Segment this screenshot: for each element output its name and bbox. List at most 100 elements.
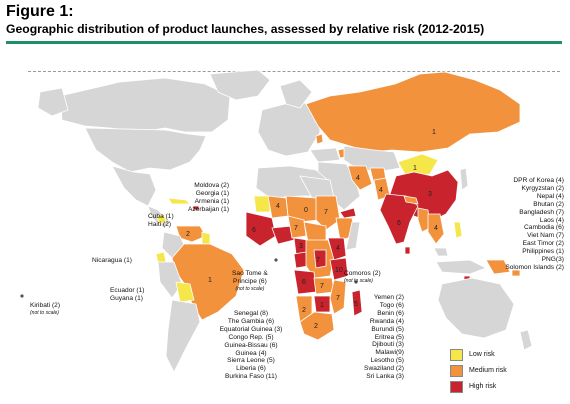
num-cameroon: 3	[299, 243, 303, 250]
label-asia: DPR of Korea (4) Kyrgyzstan (2) Nepal (4) …	[505, 177, 564, 271]
figure-title: Geographic distribution of product launc…	[6, 22, 485, 36]
region-west-africa	[245, 211, 277, 247]
region-sri-lanka	[404, 246, 411, 255]
region-alaska	[37, 87, 69, 117]
region-somalia	[345, 221, 361, 251]
region-southern-cone	[165, 299, 201, 373]
title-rule	[6, 41, 562, 44]
num-namibia: 2	[302, 307, 306, 314]
num-iran: 4	[356, 175, 360, 182]
num-zambia: 7	[320, 283, 324, 290]
region-russia	[305, 71, 521, 153]
region-iran	[347, 165, 373, 191]
region-niger-chad	[285, 195, 319, 223]
num-china: 3	[428, 191, 432, 198]
num-west-africa: 6	[252, 227, 256, 234]
legend-swatch-low	[450, 348, 463, 361]
num-chad: 0	[304, 207, 308, 214]
legend-high: High risk	[450, 380, 507, 393]
region-australia	[437, 277, 515, 339]
region-zimbabwe	[313, 295, 331, 313]
region-sudan	[315, 195, 341, 231]
region-guyana	[201, 231, 211, 245]
region-bolivia	[175, 281, 195, 303]
num-se-asia: 4	[434, 225, 438, 232]
sao-tome-marker	[274, 258, 278, 262]
legend-label-medium: Medium risk	[469, 367, 507, 374]
label-nicaragua: Nicaragua (1)	[92, 257, 132, 264]
num-sudan: 7	[324, 209, 328, 216]
legend-label-low: Low risk	[469, 351, 495, 358]
region-tanzania	[329, 257, 349, 281]
num-india: 6	[397, 220, 401, 227]
region-kazakhstan	[343, 145, 401, 173]
legend-medium: Medium risk	[450, 364, 507, 377]
region-solomon	[511, 269, 521, 277]
num-zimbabwe: 1	[320, 302, 324, 309]
region-mexico	[111, 165, 157, 207]
region-mauritania	[253, 195, 271, 213]
region-uganda-kenya	[327, 237, 347, 261]
note-not-to-scale-kiribati: (not to scale)	[30, 309, 59, 316]
num-south-africa: 2	[314, 323, 318, 330]
map-top-border	[28, 71, 560, 72]
num-brazil: 1	[208, 277, 212, 284]
region-turkey	[309, 147, 341, 163]
num-tanzania: 10	[335, 267, 343, 274]
region-indochina	[427, 213, 445, 245]
num-angola: 6	[302, 279, 306, 286]
label-kiribati: Kiribati (2) (not to scale)	[30, 302, 61, 316]
region-middle-africa-extra	[313, 249, 327, 269]
num-madagascar: 5	[354, 301, 358, 308]
region-south-africa	[299, 311, 335, 341]
label-andes: Ecuador (1) Guyana (1)	[110, 287, 145, 302]
kiribati-marker	[20, 294, 24, 298]
region-nicaragua	[156, 213, 167, 225]
num-drc: 7	[316, 257, 320, 264]
note-not-to-scale-comoros: (not to scale)	[344, 277, 373, 284]
region-car	[303, 221, 327, 243]
num-mongolia: 1	[413, 165, 417, 172]
num-mali: 4	[276, 203, 280, 210]
num-venezuela: 2	[186, 231, 190, 238]
region-new-zealand	[519, 329, 533, 351]
legend-swatch-medium	[450, 364, 463, 377]
num-russia: 1	[432, 129, 436, 136]
region-zambia	[313, 277, 335, 295]
region-indonesia	[435, 259, 487, 275]
region-myanmar	[417, 207, 431, 233]
region-yemen	[339, 207, 357, 219]
region-nigeria	[287, 215, 307, 239]
region-japan	[459, 167, 469, 191]
label-comoros: Comoros (2) (not to scale)	[344, 270, 381, 284]
region-greenland	[209, 69, 271, 101]
legend-low: Low risk	[450, 348, 507, 361]
region-png	[485, 259, 511, 275]
num-pakistan: 4	[379, 187, 383, 194]
region-haiti	[192, 205, 200, 211]
num-kenya: 4	[336, 245, 340, 252]
region-malaysia	[433, 247, 449, 257]
region-scandinavia	[279, 79, 313, 109]
region-nepal-bhutan	[403, 195, 419, 205]
region-mozambique	[329, 279, 347, 315]
region-usa	[84, 127, 207, 173]
label-caucasus: Moldova (2) Georgia (1) Armenia (1) Azerbai…	[188, 182, 230, 213]
label-east-africa: Yemen (2) Togo (6) Benin (6) Rwanda (4) Bur…	[364, 294, 404, 381]
legend-swatch-high	[450, 380, 463, 393]
region-cuba	[167, 197, 191, 205]
region-moldova	[315, 133, 324, 145]
comoros-marker	[354, 280, 358, 284]
region-number-labels: 1 1 3 6 4 1 2 6 7 0 7 4 3 7 4 6 10 7 7 2…	[186, 129, 438, 330]
label-sao-tome: Sao Tome & Principe (6) (not to scale)	[232, 270, 268, 292]
label-caribbean: Cuba (1) Haiti (2)	[148, 213, 174, 228]
label-west-africa: Senegal (8) The Gambia (6) Equatorial Guin…	[219, 310, 283, 381]
figure-number: Figure 1:	[6, 3, 74, 20]
region-madagascar	[351, 289, 363, 317]
num-mozambique: 7	[336, 295, 340, 302]
note-not-to-scale-sao-tome: (not to scale)	[235, 285, 265, 292]
region-philippines	[453, 221, 463, 239]
map-legend: Low risk Medium risk High risk	[450, 348, 507, 396]
region-peru	[157, 261, 183, 299]
